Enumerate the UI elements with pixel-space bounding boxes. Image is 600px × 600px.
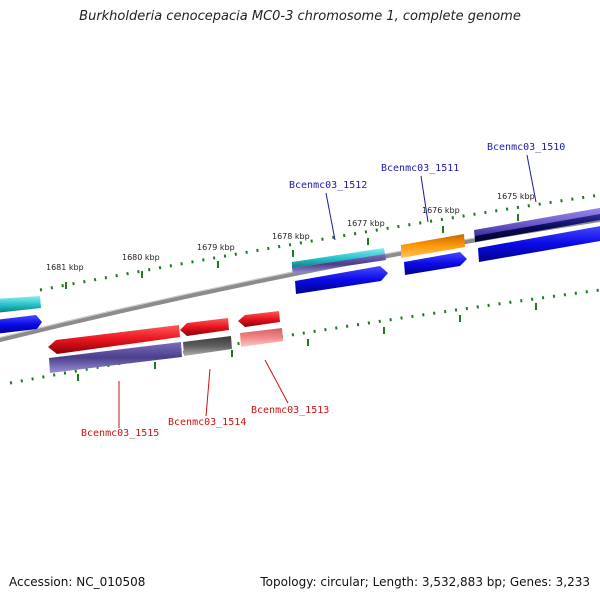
kbp-label: 1678 kbp [272, 232, 310, 241]
kbp-label: 1680 kbp [122, 253, 160, 262]
gene-arrow-1514-gray[interactable] [183, 336, 232, 356]
gene-label-1511[interactable]: Bcenmc03_1511 [381, 163, 459, 174]
map-title: Burkholderia cenocepacia MC0-3 chromosom… [79, 9, 521, 24]
gene-arrow-partial-blue[interactable] [0, 315, 42, 334]
gene-arrow-1513-red[interactable] [238, 311, 280, 327]
pointer-1513 [264, 359, 289, 404]
pointer-1512 [325, 192, 336, 241]
gene-label-1512[interactable]: Bcenmc03_1512 [289, 180, 367, 191]
gene-arrow-1515-red[interactable] [48, 325, 180, 354]
kbp-label: 1679 kbp [197, 243, 235, 252]
gene-arrow-1512-cyan[interactable] [292, 248, 385, 268]
gene-arrow-1510-navy[interactable] [475, 213, 600, 242]
gene-arrow-1511-blue[interactable] [404, 252, 467, 275]
pointer-1511 [420, 175, 429, 223]
gene-arrow-1514-red[interactable] [180, 318, 229, 336]
gene-arrow-1515-slate[interactable] [49, 342, 182, 373]
gene-label-1515[interactable]: Bcenmc03_1515 [81, 428, 159, 439]
gene-arrow-1513-pink[interactable] [240, 328, 283, 347]
gene-label-1510[interactable]: Bcenmc03_1510 [487, 142, 565, 153]
kbp-label: 1675 kbp [497, 192, 535, 201]
upper-major-ticks [65, 214, 519, 289]
kbp-label: 1676 kbp [422, 206, 460, 215]
gene-arrow-1512-slate[interactable] [292, 254, 386, 274]
gene-arrow-1510-blue[interactable] [478, 225, 600, 262]
topology-text: Topology: circular; Length: 3,532,883 bp… [260, 575, 590, 589]
kbp-label: 1677 kbp [347, 219, 385, 228]
pointer-1514 [205, 368, 211, 417]
gene-arrow-1512-blue[interactable] [295, 266, 388, 294]
accession-text: Accession: NC_010508 [9, 575, 146, 589]
gene-label-1513[interactable]: Bcenmc03_1513 [251, 405, 329, 416]
gene-arrow-partial-cyan[interactable] [0, 296, 41, 313]
gene-label-1514[interactable]: Bcenmc03_1514 [168, 417, 246, 428]
pointer-1510 [526, 154, 537, 203]
lower-major-ticks [77, 303, 537, 381]
kbp-label: 1681 kbp [46, 263, 84, 272]
gene-arrow-1511-orange[interactable] [401, 234, 465, 258]
